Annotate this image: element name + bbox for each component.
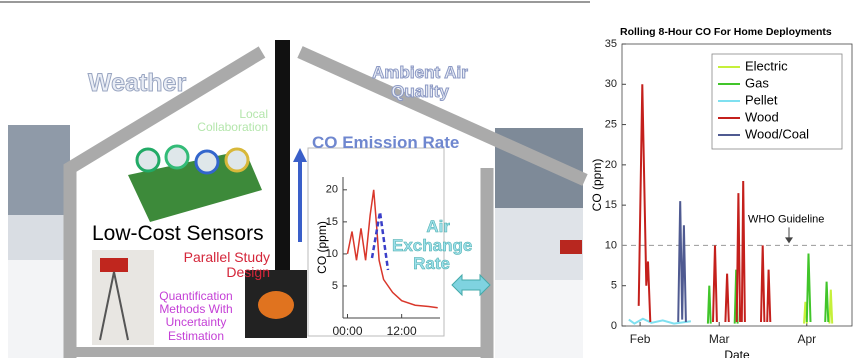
arrow-head — [293, 148, 307, 162]
x-tick-label: Apr — [797, 332, 816, 346]
y-tick-label: 15 — [605, 199, 617, 211]
sensor-box — [560, 240, 582, 254]
legend-label: Gas — [745, 75, 769, 90]
y-axis-label: CO (ppm) — [315, 221, 329, 274]
snow — [495, 280, 583, 358]
y-tick-label: 20 — [605, 159, 617, 171]
sensor — [166, 146, 188, 168]
study-design-label: Parallel Study Design — [165, 250, 270, 281]
guideline-label: WHO Guideline — [748, 213, 824, 225]
emission-label: CO Emission Rate — [312, 134, 462, 153]
x-axis-label: Date — [724, 348, 750, 358]
chimney — [275, 40, 290, 272]
x-tick-label: Mar — [709, 332, 730, 346]
canvas: 510152000:0012:00CO (ppm)05101520253035F… — [0, 0, 861, 358]
quantification-label: Quantification Methods With Uncertainty … — [150, 290, 242, 343]
y-tick-label: 0 — [611, 320, 617, 332]
x-tick-label: 12:00 — [387, 324, 417, 338]
sensor — [226, 149, 248, 171]
sensor — [196, 151, 218, 173]
chart-title: Rolling 8-Hour CO For Home Deployments — [620, 26, 832, 38]
legend-label: Electric — [745, 58, 788, 73]
y-tick-label: 10 — [605, 239, 617, 251]
collaboration-label: Local Collaboration — [190, 108, 268, 134]
weather-label: Weather — [88, 70, 186, 98]
sensor-box — [100, 258, 128, 272]
legend-label: Wood/Coal — [745, 126, 809, 141]
legend-label: Pellet — [745, 92, 778, 107]
y-tick-label: 20 — [326, 184, 338, 196]
y-tick-label: 5 — [332, 280, 338, 292]
y-tick-label: 30 — [605, 78, 617, 90]
y-tick-label: 5 — [611, 280, 617, 292]
y-axis-label: CO (ppm) — [590, 159, 604, 212]
sensors-label: Low-Cost Sensors — [92, 222, 264, 245]
y-tick-label: 35 — [605, 38, 617, 50]
legend-label: Wood — [745, 109, 779, 124]
sky — [8, 125, 70, 215]
sensor — [137, 149, 159, 171]
y-tick-label: 25 — [605, 118, 617, 130]
figure: 510152000:0012:00CO (ppm)05101520253035F… — [0, 0, 861, 358]
air-exchange-label: Air Exchange Rate — [392, 218, 450, 274]
snow — [8, 260, 70, 358]
x-tick-label: Feb — [630, 332, 651, 346]
fire — [258, 291, 294, 319]
x-tick-label: 00:00 — [332, 324, 362, 338]
ambient-label: Ambient Air Quality — [365, 64, 475, 101]
